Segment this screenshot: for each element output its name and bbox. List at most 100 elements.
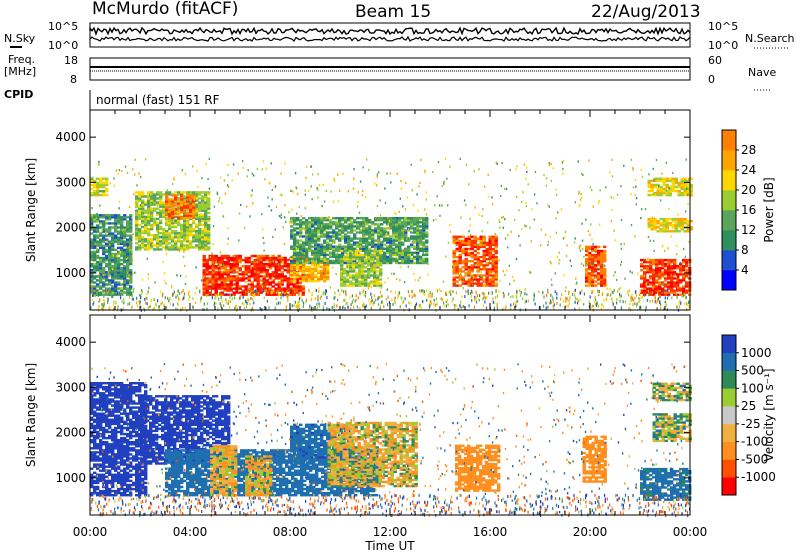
scatter-cell bbox=[261, 285, 264, 288]
scatter-cell bbox=[262, 236, 264, 239]
heatmap-cell bbox=[180, 194, 184, 197]
scatter-cell bbox=[358, 227, 361, 230]
heatmap-cell bbox=[135, 219, 139, 223]
heatmap-cell bbox=[205, 281, 209, 284]
heatmap-cell bbox=[362, 231, 366, 234]
heatmap-cell bbox=[362, 227, 366, 230]
scatter-cell bbox=[610, 297, 613, 300]
heatmap-cell bbox=[117, 216, 121, 219]
heatmap-cell bbox=[147, 207, 151, 210]
heatmap-cell bbox=[410, 253, 414, 257]
heatmap-cell bbox=[653, 177, 657, 180]
clutter-cell bbox=[297, 303, 299, 307]
scatter-cell bbox=[682, 247, 685, 250]
heatmap-cell bbox=[591, 272, 595, 275]
scatter-cell bbox=[672, 171, 674, 175]
heatmap-cell bbox=[214, 254, 218, 258]
scatter-cell bbox=[468, 230, 470, 233]
scatter-cell bbox=[619, 286, 622, 289]
heatmap-cell bbox=[662, 181, 666, 185]
heatmap-cell bbox=[202, 271, 206, 274]
heatmap-cell bbox=[174, 196, 178, 199]
heatmap-cell bbox=[347, 231, 351, 234]
heatmap-cell bbox=[452, 278, 456, 281]
heatmap-cell bbox=[410, 223, 414, 226]
heatmap-cell bbox=[383, 239, 387, 242]
heatmap-cell bbox=[488, 274, 492, 277]
heatmap-cell bbox=[299, 219, 303, 222]
heatmap-cell bbox=[180, 227, 184, 231]
scatter-cell bbox=[424, 237, 426, 240]
heatmap-cell bbox=[302, 245, 306, 248]
heatmap-cell bbox=[419, 255, 423, 259]
heatmap-cell bbox=[308, 273, 312, 277]
heatmap-cell bbox=[232, 277, 236, 280]
heatmap-cell bbox=[204, 201, 208, 204]
scatter-cell bbox=[482, 207, 484, 211]
heatmap-cell bbox=[311, 231, 315, 234]
clutter-cell bbox=[446, 298, 448, 302]
heatmap-cell bbox=[202, 287, 206, 290]
heatmap-cell bbox=[488, 258, 492, 261]
heatmap-cell bbox=[314, 255, 318, 259]
scatter-cell bbox=[149, 192, 152, 195]
heatmap-cell bbox=[201, 231, 205, 235]
scatter-cell bbox=[519, 244, 521, 247]
scatter-cell bbox=[154, 281, 156, 284]
heatmap-cell bbox=[123, 277, 127, 280]
heatmap-cell bbox=[395, 237, 399, 240]
heatmap-cell bbox=[114, 281, 118, 284]
heatmap-cell bbox=[96, 242, 100, 245]
clutter-cell bbox=[309, 307, 311, 311]
scatter-cell bbox=[296, 192, 299, 195]
heatmap-cell bbox=[344, 239, 348, 242]
heatmap-cell bbox=[352, 268, 356, 271]
heatmap-cell bbox=[659, 222, 663, 225]
heatmap-cell bbox=[656, 222, 660, 225]
scatter-cell bbox=[368, 284, 370, 288]
heatmap-cell bbox=[90, 238, 94, 241]
clutter-cell bbox=[600, 307, 602, 311]
clutter-cell bbox=[353, 305, 355, 309]
clutter-cell bbox=[268, 306, 270, 310]
heatmap-cell bbox=[302, 257, 306, 261]
heatmap-cell bbox=[253, 277, 257, 280]
scatter-cell bbox=[304, 189, 306, 192]
heatmap-cell bbox=[640, 258, 644, 262]
heatmap-cell bbox=[317, 247, 321, 250]
clutter-cell bbox=[601, 303, 603, 307]
clutter-cell bbox=[147, 307, 149, 311]
heatmap-cell bbox=[373, 282, 377, 285]
scatter-cell bbox=[668, 187, 670, 190]
heatmap-cell bbox=[664, 293, 668, 296]
heatmap-cell bbox=[232, 279, 236, 282]
heatmap-cell bbox=[485, 251, 489, 255]
heatmap-cell bbox=[135, 215, 139, 219]
scatter-cell bbox=[389, 172, 392, 175]
scatter-cell bbox=[216, 192, 219, 196]
scatter-cell bbox=[510, 295, 512, 298]
heatmap-cell bbox=[349, 255, 353, 259]
scatter-cell bbox=[533, 218, 536, 221]
clutter-cell bbox=[450, 289, 452, 293]
heatmap-cell bbox=[138, 205, 142, 208]
heatmap-cell bbox=[676, 265, 680, 268]
heatmap-cell bbox=[290, 247, 294, 250]
scatter-cell bbox=[316, 187, 318, 190]
heatmap-cell bbox=[195, 211, 199, 214]
clutter-cell bbox=[414, 294, 416, 298]
heatmap-cell bbox=[362, 229, 366, 232]
heatmap-cell bbox=[153, 197, 157, 200]
heatmap-cell bbox=[135, 221, 139, 225]
heatmap-cell bbox=[204, 234, 208, 237]
heatmap-cell bbox=[165, 240, 169, 243]
heatmap-cell bbox=[368, 227, 372, 230]
heatmap-cell bbox=[476, 270, 480, 273]
scatter-cell bbox=[111, 268, 114, 271]
heatmap-cell bbox=[156, 197, 160, 200]
scatter-cell bbox=[513, 279, 515, 282]
heatmap-cell bbox=[401, 241, 405, 244]
heatmap-cell bbox=[99, 271, 103, 274]
clutter-cell bbox=[306, 298, 308, 302]
heatmap-cell bbox=[416, 261, 420, 265]
